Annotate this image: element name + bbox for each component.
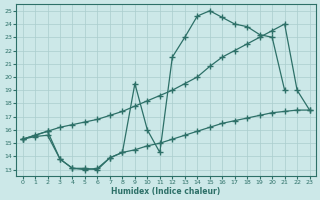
X-axis label: Humidex (Indice chaleur): Humidex (Indice chaleur) <box>111 187 221 196</box>
